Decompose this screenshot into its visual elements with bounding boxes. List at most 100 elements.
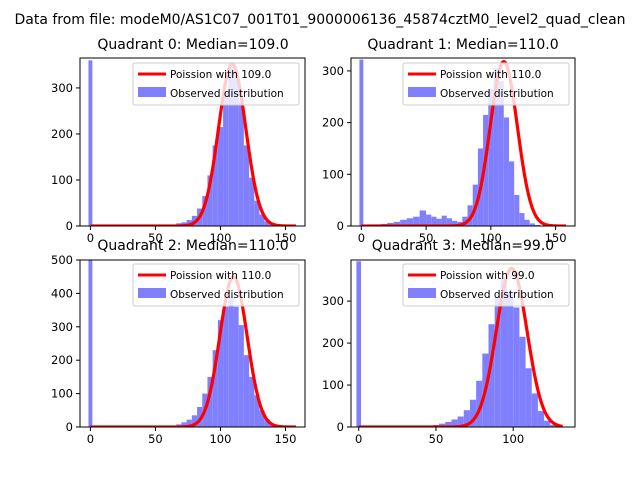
- x-tick-label: 150: [275, 231, 297, 245]
- x-tick-label: 50: [429, 432, 444, 446]
- histogram-bar: [223, 306, 229, 427]
- x-tick-label: 100: [502, 432, 524, 446]
- histogram-bar: [88, 260, 93, 427]
- histogram-bar: [529, 223, 535, 226]
- histogram-bar: [207, 175, 213, 226]
- histogram-bar: [212, 350, 218, 427]
- x-tick-label: 50: [148, 432, 163, 446]
- histogram-bar: [254, 395, 260, 427]
- histogram-bar: [498, 81, 504, 226]
- histogram-bar: [445, 421, 452, 427]
- histogram-bar: [212, 145, 218, 226]
- histogram-bar: [513, 307, 520, 427]
- y-tick-label: 300: [322, 64, 344, 78]
- quadrant-2-panel: Quadrant 2: Median=110.0 0 50 100 150 0 100 20…: [51, 238, 306, 446]
- legend-hist-swatch: [408, 87, 436, 97]
- histogram-bar: [488, 89, 494, 226]
- histogram-bar: [457, 416, 464, 427]
- histogram-bar: [243, 145, 250, 226]
- histogram-bar: [186, 220, 192, 226]
- histogram-bar: [531, 393, 538, 427]
- histogram-bar: [191, 415, 198, 427]
- histogram-bar: [534, 224, 541, 226]
- histogram-bar: [524, 219, 530, 226]
- histogram-bar: [228, 67, 234, 226]
- axes-frame: [79, 57, 306, 227]
- x-tick-label: 0: [87, 231, 94, 245]
- histogram-bar: [249, 177, 255, 226]
- histogram-bar: [451, 220, 458, 226]
- x-tick-label: 100: [209, 432, 231, 446]
- histogram-bar: [217, 320, 224, 427]
- histogram-bar: [393, 221, 401, 226]
- legend-label-poisson: Poission with 110.0: [170, 270, 271, 282]
- quadrant-3-title: Quadrant 3: Median=99.0: [372, 238, 554, 254]
- legend-label-observed: Observed distribution: [440, 289, 554, 301]
- histogram-bar: [264, 419, 270, 427]
- y-tick-label: 0: [66, 420, 73, 434]
- histogram-bar: [186, 419, 192, 427]
- axes-frame: [79, 259, 306, 428]
- y-tick-label: 0: [337, 420, 344, 434]
- legend-label-observed: Observed distribution: [170, 88, 284, 100]
- y-tick-label: 300: [51, 320, 73, 334]
- x-tick-label: 0: [358, 231, 365, 245]
- histogram-bar: [537, 411, 545, 427]
- histogram-bar: [451, 419, 458, 427]
- legend-hist-swatch: [138, 87, 166, 97]
- histogram-bar: [441, 215, 447, 226]
- x-tick-label: 50: [148, 231, 163, 245]
- histogram-bar: [494, 296, 501, 427]
- histogram-bar: [426, 214, 432, 226]
- legend-label-observed: Observed distribution: [440, 88, 554, 100]
- histogram-bar: [254, 200, 260, 226]
- histogram-bar: [223, 92, 229, 226]
- histogram-bar: [483, 114, 489, 226]
- histogram-bar: [508, 161, 515, 226]
- histogram-bar: [519, 336, 526, 427]
- histogram-bar: [413, 216, 420, 226]
- y-tick-label: 100: [322, 378, 344, 392]
- poisson-curve: [90, 62, 296, 226]
- y-tick-label: 500: [51, 253, 73, 267]
- histogram-bar: [259, 410, 265, 427]
- histogram-bar: [525, 368, 532, 427]
- x-tick-label: 100: [480, 231, 502, 245]
- legend-label-poisson: Poission with 99.0: [440, 270, 535, 282]
- histogram-bar: [400, 219, 407, 226]
- quadrant-1-title: Quadrant 1: Median=110.0: [367, 37, 558, 53]
- histogram-bar: [207, 376, 213, 427]
- x-tick-label: 0: [87, 432, 94, 446]
- x-tick-label: 50: [419, 231, 434, 245]
- histogram-bar: [406, 218, 414, 226]
- histogram-bar: [243, 355, 250, 427]
- y-tick-label: 200: [322, 336, 344, 350]
- histogram-bar: [197, 406, 203, 427]
- histogram-bar: [503, 117, 509, 226]
- histogram-bar: [469, 399, 477, 427]
- quadrant-2-legend: Poission with 110.0 Observed distributio…: [132, 263, 300, 307]
- quadrant-1-panel: Quadrant 1: Median=110.0 0 50 100 150 0 100 20…: [322, 37, 576, 245]
- legend-label-observed: Observed distribution: [170, 289, 284, 301]
- histogram-bar: [228, 296, 234, 427]
- histogram-bar: [544, 420, 551, 427]
- axes-frame: [350, 57, 576, 227]
- poisson-curve: [361, 59, 566, 226]
- x-tick-label: 100: [209, 231, 231, 245]
- histogram-bar: [419, 210, 427, 226]
- legend-hist-swatch: [138, 288, 166, 298]
- y-tick-label: 100: [51, 173, 73, 187]
- histogram-bar: [233, 306, 239, 427]
- y-tick-label: 0: [66, 219, 73, 233]
- histogram-bar: [249, 376, 255, 427]
- histogram-bar: [259, 214, 265, 226]
- histogram-bar: [436, 218, 442, 226]
- histogram-bar: [462, 216, 468, 226]
- quadrant-3-panel: Quadrant 3: Median=99.0 0 50 100 0 100 200 300…: [322, 238, 576, 446]
- histogram-bar: [514, 194, 520, 226]
- histogram-bar: [500, 278, 508, 427]
- histogram-bar: [181, 422, 187, 427]
- legend-hist-swatch: [408, 288, 436, 298]
- histogram-bar: [238, 101, 244, 226]
